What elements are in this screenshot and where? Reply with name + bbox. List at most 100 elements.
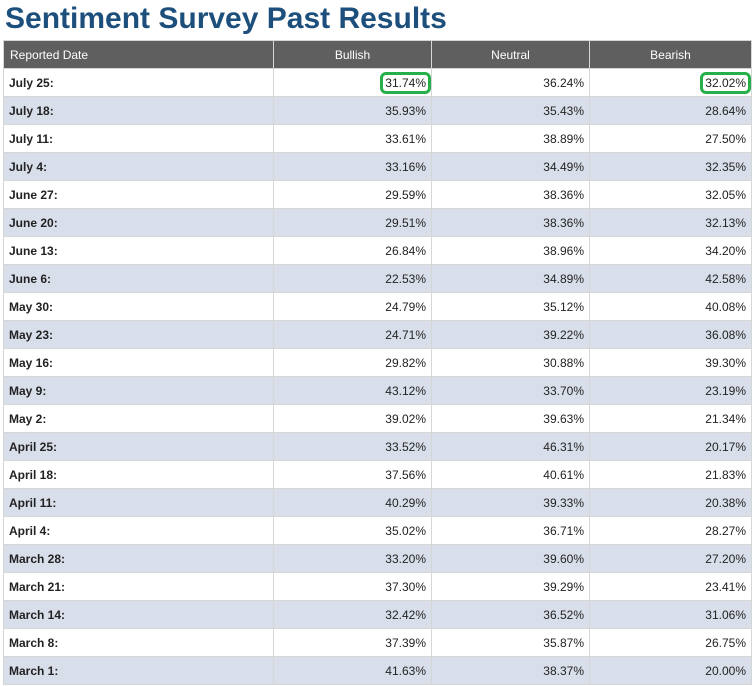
cell-bullish: 32.42%: [273, 600, 432, 629]
cell-bearish: 20.38%: [589, 488, 752, 517]
cell-reported-date: June 20:: [3, 208, 274, 237]
cell-neutral: 38.96%: [431, 236, 590, 265]
cell-neutral: 38.36%: [431, 208, 590, 237]
cell-neutral: 36.52%: [431, 600, 590, 629]
table-row: June 13: 26.84% 38.96% 34.20%: [3, 236, 752, 265]
neutral-value: 39.63%: [543, 411, 584, 426]
cell-bullish: 26.84%: [273, 236, 432, 265]
cell-bearish: 21.83%: [589, 460, 752, 489]
cell-bearish: 20.00%: [589, 656, 752, 685]
cell-reported-date: March 8:: [3, 628, 274, 657]
bullish-value: 29.59%: [385, 187, 426, 202]
cell-reported-date: July 11:: [3, 124, 274, 153]
cell-bullish: 37.30%: [273, 572, 432, 601]
cell-neutral: 39.29%: [431, 572, 590, 601]
cell-reported-date: May 16:: [3, 348, 274, 377]
bearish-value: 31.06%: [705, 607, 746, 622]
bearish-value: 26.75%: [705, 635, 746, 650]
cell-bearish: 40.08%: [589, 292, 752, 321]
cell-bearish: 20.17%: [589, 432, 752, 461]
bearish-value: 23.41%: [705, 579, 746, 594]
cell-reported-date: July 4:: [3, 152, 274, 181]
sentiment-table: Reported Date Bullish Neutral Bearish Ju…: [3, 40, 752, 685]
neutral-value: 46.31%: [543, 439, 584, 454]
header-neutral: Neutral: [431, 40, 590, 69]
cell-neutral: 34.49%: [431, 152, 590, 181]
table-row: March 1: 41.63% 38.37% 20.00%: [3, 656, 752, 685]
neutral-value: 36.52%: [543, 607, 584, 622]
table-row: May 30: 24.79% 35.12% 40.08%: [3, 292, 752, 321]
bearish-value: 20.00%: [705, 663, 746, 678]
neutral-value: 39.33%: [543, 495, 584, 510]
table-row: June 27: 29.59% 38.36% 32.05%: [3, 180, 752, 209]
table-row: June 20: 29.51% 38.36% 32.13%: [3, 208, 752, 237]
bearish-value: 20.17%: [705, 439, 746, 454]
cell-bullish: 24.79%: [273, 292, 432, 321]
table-row: July 25: 31.74% 36.24% 32.02%: [3, 68, 752, 97]
cell-bearish: 36.08%: [589, 320, 752, 349]
bullish-value: 41.63%: [385, 663, 426, 678]
bullish-value: 39.02%: [385, 411, 426, 426]
table-row: March 14: 32.42% 36.52% 31.06%: [3, 600, 752, 629]
neutral-value: 38.37%: [543, 663, 584, 678]
bullish-value: 40.29%: [385, 495, 426, 510]
neutral-value: 36.71%: [543, 523, 584, 538]
neutral-value: 35.12%: [543, 299, 584, 314]
cell-reported-date: July 25:: [3, 68, 274, 97]
cell-bullish: 22.53%: [273, 264, 432, 293]
neutral-value: 38.96%: [543, 243, 584, 258]
cell-neutral: 38.37%: [431, 656, 590, 685]
neutral-value: 36.24%: [543, 75, 584, 90]
cell-neutral: 35.43%: [431, 96, 590, 125]
cell-neutral: 39.60%: [431, 544, 590, 573]
cell-reported-date: May 30:: [3, 292, 274, 321]
neutral-value: 38.89%: [543, 131, 584, 146]
cell-bullish: 29.82%: [273, 348, 432, 377]
table-row: March 8: 37.39% 35.87% 26.75%: [3, 628, 752, 657]
cell-bullish: 33.52%: [273, 432, 432, 461]
table-row: May 9: 43.12% 33.70% 23.19%: [3, 376, 752, 405]
cell-bearish: 26.75%: [589, 628, 752, 657]
bearish-value: 27.20%: [705, 551, 746, 566]
table-row: April 18: 37.56% 40.61% 21.83%: [3, 460, 752, 489]
cell-neutral: 30.88%: [431, 348, 590, 377]
cell-bullish: 33.61%: [273, 124, 432, 153]
neutral-value: 35.87%: [543, 635, 584, 650]
cell-reported-date: May 23:: [3, 320, 274, 349]
bearish-value: 34.20%: [705, 243, 746, 258]
cell-reported-date: June 6:: [3, 264, 274, 293]
cell-bearish: 32.02%: [589, 68, 752, 97]
bearish-value: 21.34%: [705, 411, 746, 426]
cell-bullish: 29.59%: [273, 180, 432, 209]
cell-neutral: 46.31%: [431, 432, 590, 461]
cell-bearish: 31.06%: [589, 600, 752, 629]
neutral-value: 34.89%: [543, 271, 584, 286]
cell-bullish: 39.02%: [273, 404, 432, 433]
cell-bullish: 37.56%: [273, 460, 432, 489]
cell-bullish: 31.74%: [273, 68, 432, 97]
table-row: April 25: 33.52% 46.31% 20.17%: [3, 432, 752, 461]
cell-bearish: 28.64%: [589, 96, 752, 125]
neutral-value: 38.36%: [543, 187, 584, 202]
cell-bearish: 32.13%: [589, 208, 752, 237]
bullish-value: 26.84%: [385, 243, 426, 258]
cell-reported-date: March 21:: [3, 572, 274, 601]
cell-neutral: 39.63%: [431, 404, 590, 433]
cell-reported-date: June 27:: [3, 180, 274, 209]
bullish-value: 35.02%: [385, 523, 426, 538]
cell-neutral: 38.89%: [431, 124, 590, 153]
cell-reported-date: March 1:: [3, 656, 274, 685]
bullish-value: 24.71%: [385, 327, 426, 342]
bullish-value: 29.51%: [385, 215, 426, 230]
bullish-value: 43.12%: [385, 383, 426, 398]
cell-bearish: 27.50%: [589, 124, 752, 153]
cell-neutral: 35.12%: [431, 292, 590, 321]
cell-reported-date: April 11:: [3, 488, 274, 517]
bullish-value: 24.79%: [385, 299, 426, 314]
bullish-value: 33.20%: [385, 551, 426, 566]
bullish-value: 33.61%: [385, 131, 426, 146]
bearish-value: 28.27%: [705, 523, 746, 538]
cell-reported-date: April 4:: [3, 516, 274, 545]
cell-reported-date: July 18:: [3, 96, 274, 125]
cell-reported-date: March 14:: [3, 600, 274, 629]
